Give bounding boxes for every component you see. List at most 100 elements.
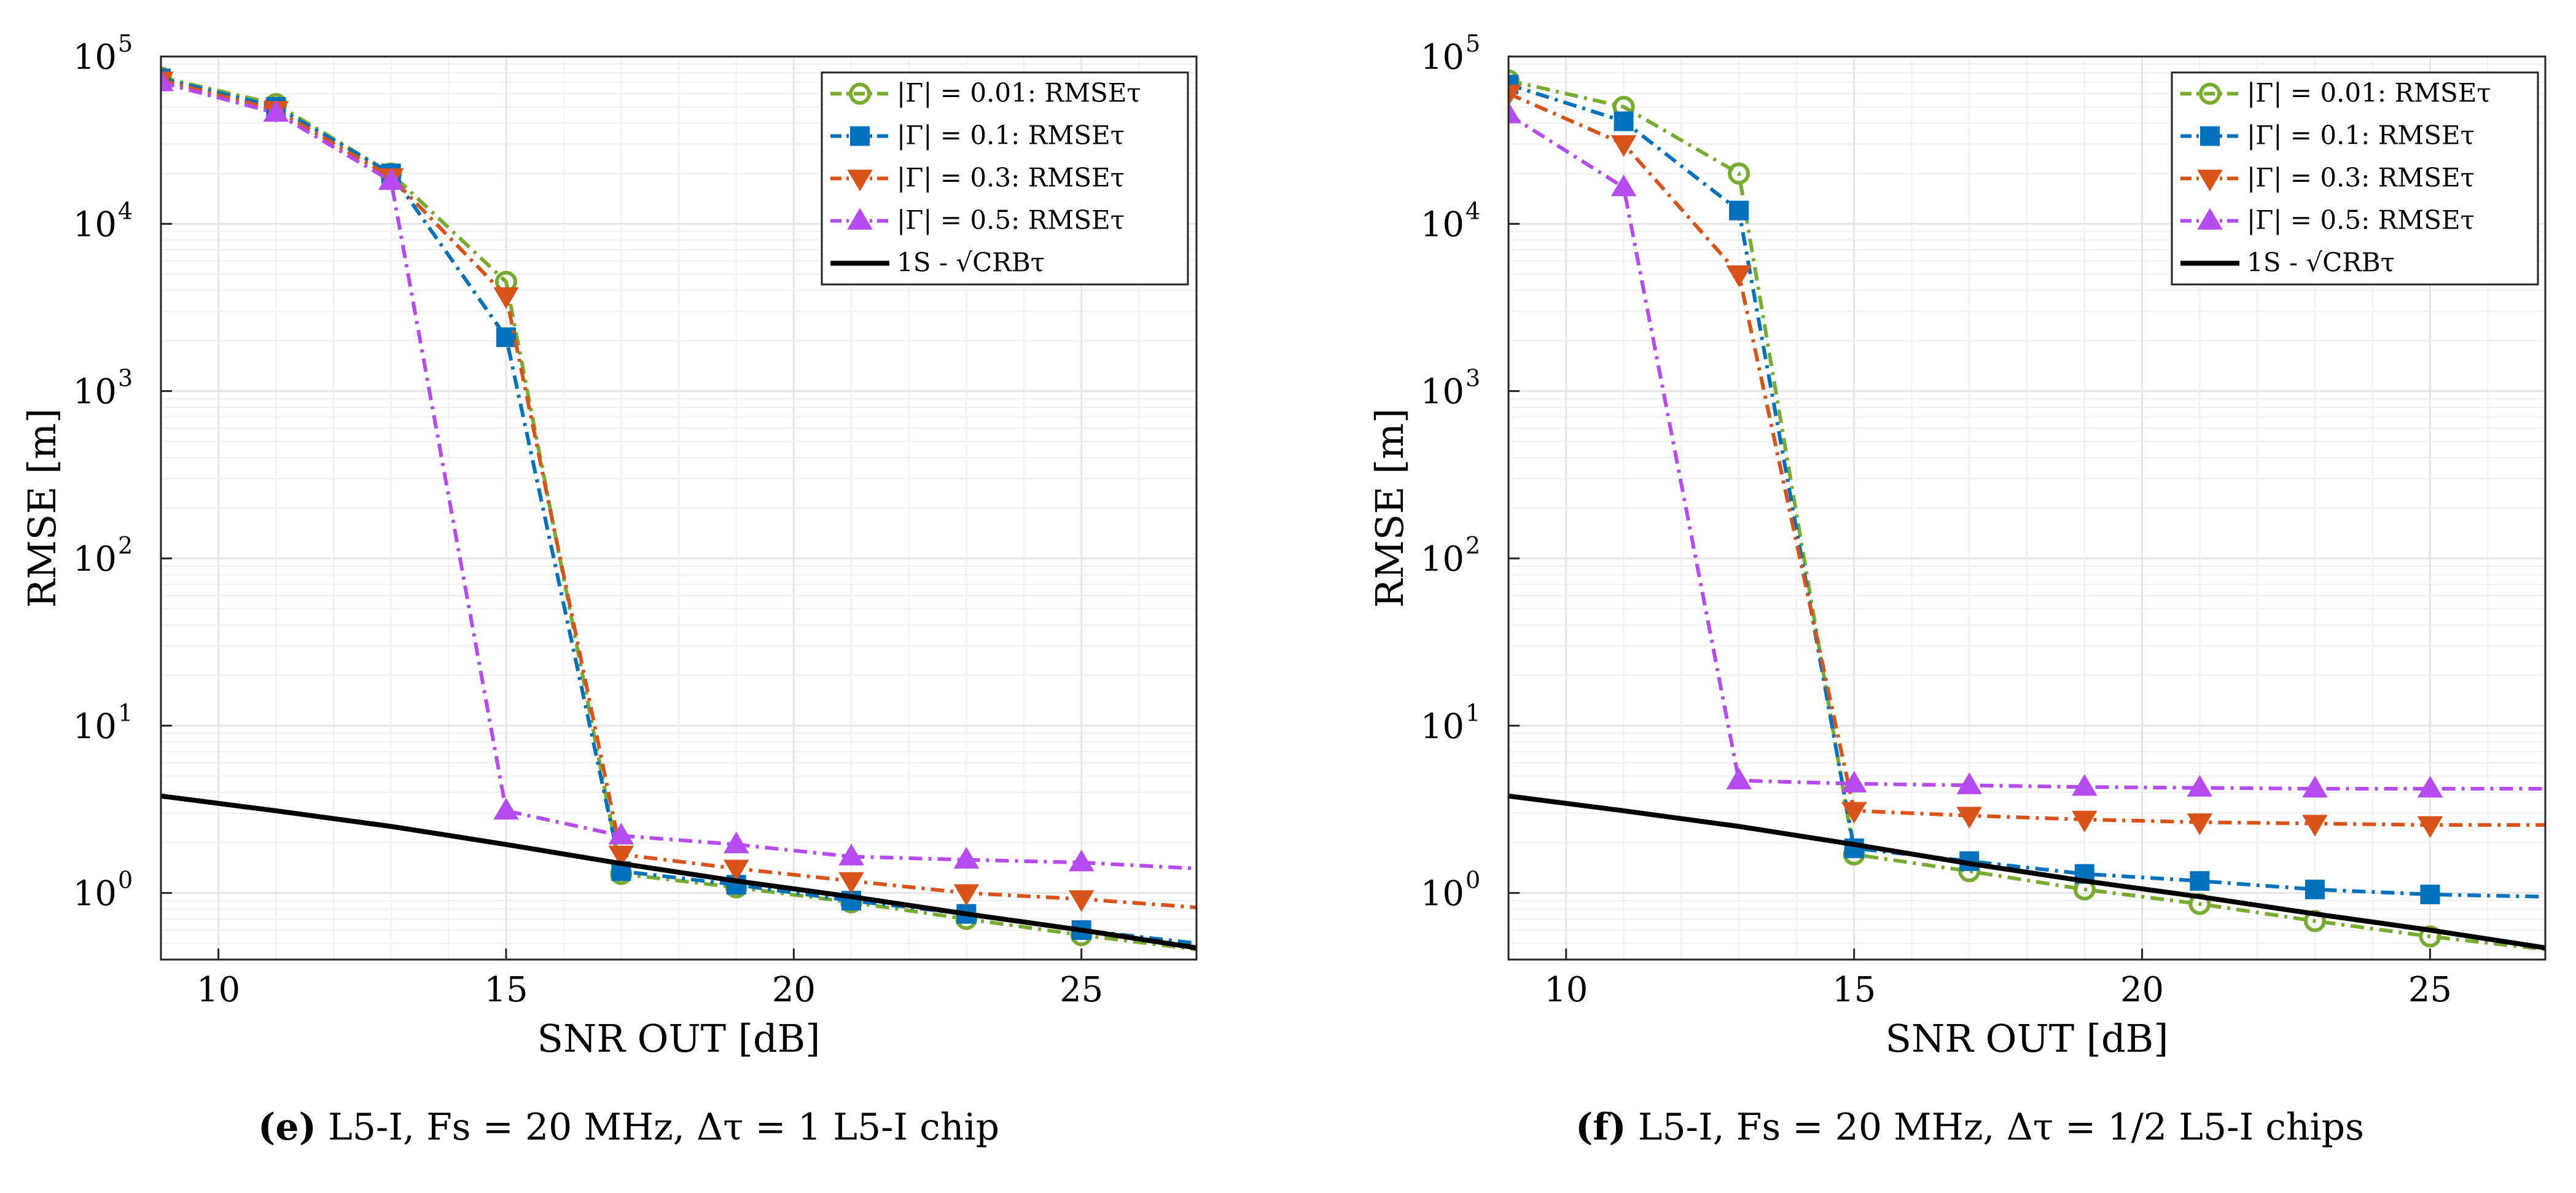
series-line-g01 [161, 76, 1196, 945]
data-point-g05 [493, 797, 519, 820]
legend-marker-g05 [2197, 208, 2223, 230]
y-tick-label: 10 [73, 706, 117, 746]
legend: |Γ| = 0.01: RMSEτ |Γ| = 0.1: RMSEτ |Γ| = 0… [821, 71, 1189, 286]
series-group [161, 66, 1196, 952]
data-point-g05 [2302, 775, 2328, 798]
legend-label-g03: |Γ| = 0.3: RMSEτ [2247, 163, 2475, 193]
y-tick-exponent: 2 [1466, 532, 1480, 559]
x-tick-label: 20 [772, 970, 816, 1010]
x-tick-label: 15 [1832, 970, 1876, 1010]
y-tick-label: 10 [73, 37, 117, 77]
y-tick-exponent: 1 [118, 699, 133, 726]
y-tick-label: 10 [73, 539, 117, 579]
y-tick-label: 10 [1421, 539, 1464, 579]
caption-f-text: L5-I, Fs = 20 MHz, Δτ = 1/2 L5-I chips [1626, 1106, 2364, 1149]
data-point-g05 [838, 843, 864, 866]
series-group [1509, 69, 2545, 952]
data-point-g001 [1728, 162, 1751, 185]
legend-marker-g01 [850, 126, 870, 146]
y-tick-label: 10 [73, 372, 117, 412]
y-tick-label: 10 [1421, 372, 1464, 412]
y-tick-exponent: 1 [1466, 699, 1480, 726]
y-tick-exponent: 3 [1466, 365, 1480, 392]
caption-e-text: L5-I, Fs = 20 MHz, Δτ = 1 L5-I chip [316, 1106, 1000, 1149]
data-point-g05 [608, 823, 634, 845]
series-line-g001 [1509, 78, 2545, 952]
data-point-g03 [2072, 810, 2098, 832]
data-point-g03 [1610, 135, 1637, 157]
legend-label-crb: 1S - √CRBτ [2247, 248, 2395, 278]
legend-marker-g001 [2199, 82, 2221, 105]
data-point-g05 [1610, 174, 1637, 197]
data-point-g05 [1956, 772, 1982, 794]
data-point-g05 [723, 831, 749, 853]
data-point-g05 [2417, 775, 2443, 798]
legend-label-g01: |Γ| = 0.1: RMSEτ [2247, 120, 2475, 151]
data-point-g05 [2187, 775, 2213, 797]
data-point-g01 [2190, 871, 2210, 891]
data-point-g03 [608, 845, 634, 867]
data-point-g03 [723, 859, 749, 882]
legend-label-g001: |Γ| = 0.01: RMSEτ [897, 78, 1141, 108]
data-point-g01 [2420, 885, 2440, 905]
data-point-g03 [493, 287, 519, 309]
data-point-g03 [1956, 807, 1982, 829]
data-point-g03 [1841, 802, 1867, 824]
legend-marker-g05 [847, 208, 873, 230]
legend-label-g05: |Γ| = 0.5: RMSEτ [2247, 205, 2475, 235]
axes-box [160, 55, 1198, 961]
x-tick-label: 10 [197, 970, 240, 1010]
x-tick-label: 15 [484, 970, 528, 1010]
data-point-g05 [161, 69, 174, 92]
y-axis-label: RMSE [m] [20, 409, 64, 608]
y-tick-label: 10 [73, 205, 117, 244]
y-tick-exponent: 4 [118, 197, 133, 224]
data-point-g05 [1841, 770, 1867, 793]
legend-marker-g01 [2200, 126, 2220, 146]
data-point-g05 [1068, 850, 1095, 872]
x-tick-label: 20 [2120, 970, 2164, 1010]
data-point-g01 [1614, 111, 1634, 131]
x-tick-label: 10 [1544, 970, 1588, 1010]
series-line-g05 [1509, 112, 2545, 791]
data-point-g05 [1726, 767, 1752, 789]
legend-marker-g03 [847, 170, 873, 192]
caption-e: (e) L5-I, Fs = 20 MHz, Δτ = 1 L5-I chip [258, 1106, 999, 1149]
y-tick-exponent: 2 [118, 532, 133, 559]
data-point-g01 [2305, 879, 2325, 899]
data-point-g05 [378, 168, 404, 190]
x-tick-label: 25 [1060, 970, 1103, 1010]
legend-label-g01: |Γ| = 0.1: RMSEτ [897, 120, 1125, 151]
y-tick-label: 10 [1421, 706, 1464, 746]
data-point-g03 [1068, 890, 1095, 912]
y-tick-exponent: 5 [118, 30, 133, 57]
y-tick-label: 10 [1421, 874, 1464, 914]
axes-box [1507, 55, 2547, 961]
legend-label-crb: 1S - √CRBτ [897, 248, 1045, 278]
legend-marker-g001 [849, 82, 871, 105]
legend-label-g05: |Γ| = 0.5: RMSEτ [897, 205, 1125, 235]
caption-f-letter: (f) [1575, 1106, 1626, 1149]
legend-label-g03: |Γ| = 0.3: RMSEτ [897, 163, 1125, 193]
series-line-crb [161, 793, 1196, 950]
data-point-g05 [2072, 774, 2098, 796]
x-axis-label: SNR OUT [dB] [537, 1016, 821, 1061]
y-axis-label: RMSE [m] [1367, 409, 1412, 608]
y-tick-exponent: 4 [1466, 197, 1480, 224]
data-point-g03 [838, 872, 864, 894]
y-tick-exponent: 3 [118, 365, 133, 392]
series-line-crb [1509, 793, 2545, 950]
series-line-g01 [1509, 82, 2545, 899]
grid [161, 57, 1196, 960]
caption-e-letter: (e) [258, 1106, 316, 1149]
y-tick-exponent: 0 [118, 867, 133, 894]
data-point-g03 [1726, 265, 1752, 287]
data-point-g05 [953, 847, 980, 869]
y-tick-exponent: 5 [1466, 30, 1480, 57]
legend-label-g001: |Γ| = 0.01: RMSEτ [2247, 78, 2491, 108]
legend-box [821, 71, 1189, 286]
series-line-g03 [161, 78, 1196, 910]
